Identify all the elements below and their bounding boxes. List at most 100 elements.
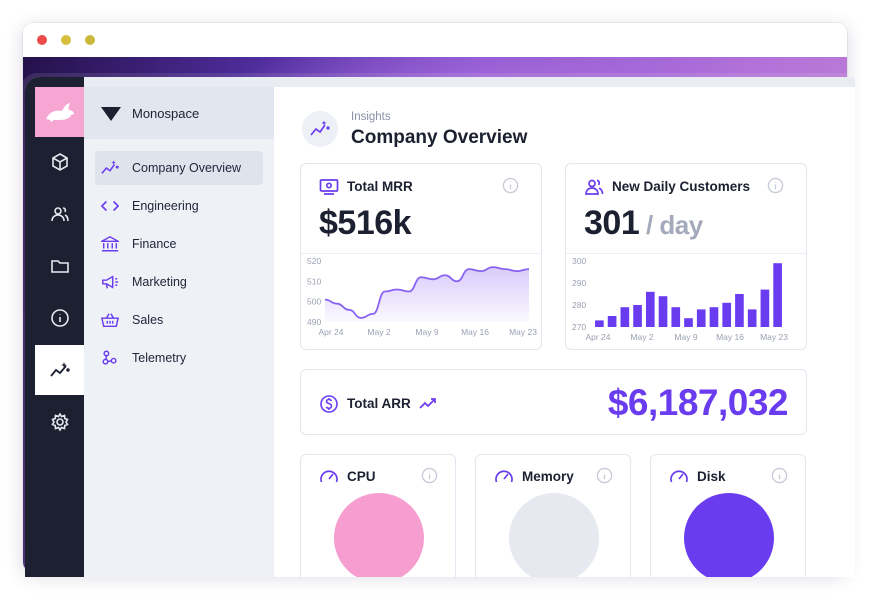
customers-bar [671,307,681,327]
y-tick-label: 270 [572,322,586,332]
y-tick-label: 280 [572,300,586,310]
nav-panel: Monospace Company Overview Engineering F… [84,87,274,577]
megaphone-icon [102,275,119,289]
mrr-title: Total MRR [347,179,413,194]
customers-bar [684,318,693,327]
money-screen-icon [319,179,339,195]
bank-icon [101,235,119,252]
x-tick-label: May 9 [674,332,697,342]
arr-title: Total ARR [347,396,411,411]
y-tick-label: 300 [572,256,586,266]
y-tick-label: 520 [307,256,321,266]
mrr-card: Total MRR $516k 520 510 500 490 Apr 24 May 2 M… [300,163,542,350]
trending-up-icon [419,398,436,409]
customers-bar [760,289,770,327]
disk-gauge [684,493,774,577]
customers-info-icon[interactable] [767,177,784,194]
nav-label: Company Overview [132,161,242,175]
y-tick-label: 290 [572,278,586,288]
workspace-header[interactable]: Monospace [84,87,274,139]
nav-item-engineering[interactable]: Engineering [95,189,263,223]
y-tick-label: 490 [307,317,321,327]
card-divider [566,253,806,254]
users-icon [585,179,604,195]
x-tick-label: Apr 24 [585,332,610,342]
x-tick-label: May 23 [509,327,537,337]
memory-card: Memory [475,454,631,577]
minimize-dot[interactable] [61,35,71,45]
y-tick-label: 510 [307,276,321,286]
rail-insights-icon[interactable] [35,345,84,395]
nav-item-company-overview[interactable]: Company Overview [95,151,263,185]
basket-icon [101,313,119,328]
window-titlebar [23,23,847,57]
customers-bar [595,320,604,327]
nav-label: Marketing [132,275,187,289]
page-title: Company Overview [351,127,528,148]
customers-bar [658,296,668,327]
rail-gear-icon[interactable] [35,397,84,447]
icon-rail [25,77,84,577]
cpu-card: CPU [300,454,456,577]
memory-title: Memory [522,469,574,484]
mrr-area-fill [325,267,529,322]
x-tick-label: May 23 [760,332,788,342]
disk-title: Disk [697,469,726,484]
x-tick-label: May 2 [630,332,653,342]
workspace-name: Monospace [132,106,200,121]
mrr-info-icon[interactable] [502,177,519,194]
nav-label: Sales [132,313,164,327]
x-tick-label: May 16 [716,332,744,342]
customers-title: New Daily Customers [612,179,751,194]
arr-card: Total ARR $6,187,032 [300,369,807,435]
cpu-info-icon[interactable] [421,467,438,484]
nav-label: Finance [132,237,177,251]
nav-item-sales[interactable]: Sales [95,303,263,337]
x-tick-label: May 2 [367,327,390,337]
cpu-title: CPU [347,469,376,484]
maximize-dot[interactable] [85,35,95,45]
cpu-gauge [334,493,424,577]
memory-info-icon[interactable] [596,467,613,484]
page-subtitle: Insights [351,111,391,123]
rail-users-icon[interactable] [35,189,84,239]
nav-item-telemetry[interactable]: Telemetry [95,341,263,375]
rail-info-icon[interactable] [35,293,84,343]
x-tick-label: May 16 [461,327,489,337]
disk-info-icon[interactable] [771,467,788,484]
rabbit-logo-icon [45,103,74,122]
customers-card: New Daily Customers 301 / day 300 290 280 2… [565,163,807,350]
app-logo[interactable] [35,87,84,137]
main-content: Insights Company Overview Total MRR $516… [274,87,855,577]
nav-item-finance[interactable]: Finance [95,227,263,261]
customers-bar [709,307,719,327]
dollar-circle-icon [320,395,338,413]
customers-bar [735,294,744,327]
close-dot[interactable] [37,35,47,45]
customers-bar [633,305,642,327]
nav-label: Engineering [132,199,199,213]
gauge-icon [320,470,338,483]
nav-label: Telemetry [132,351,187,365]
customers-bar [722,302,732,327]
gauge-icon [670,470,688,483]
disk-card: Disk [650,454,806,577]
rail-cube-icon[interactable] [35,137,84,187]
gauge-icon [495,470,513,483]
customers-value: 301 / day [584,204,703,242]
customers-bar [773,263,782,327]
mrr-value: $516k [319,204,412,242]
customers-bar [620,307,630,327]
mrr-series-line [324,266,530,319]
nav-item-marketing[interactable]: Marketing [95,265,263,299]
customers-unit: / day [639,210,703,240]
nodes-icon [102,350,117,365]
customers-bar [607,316,617,327]
card-divider [301,253,541,254]
x-tick-label: Apr 24 [318,327,343,337]
header-insights-icon [302,111,338,147]
customers-bar [645,291,655,327]
rail-folder-icon[interactable] [35,241,84,291]
customers-bar [747,309,757,327]
